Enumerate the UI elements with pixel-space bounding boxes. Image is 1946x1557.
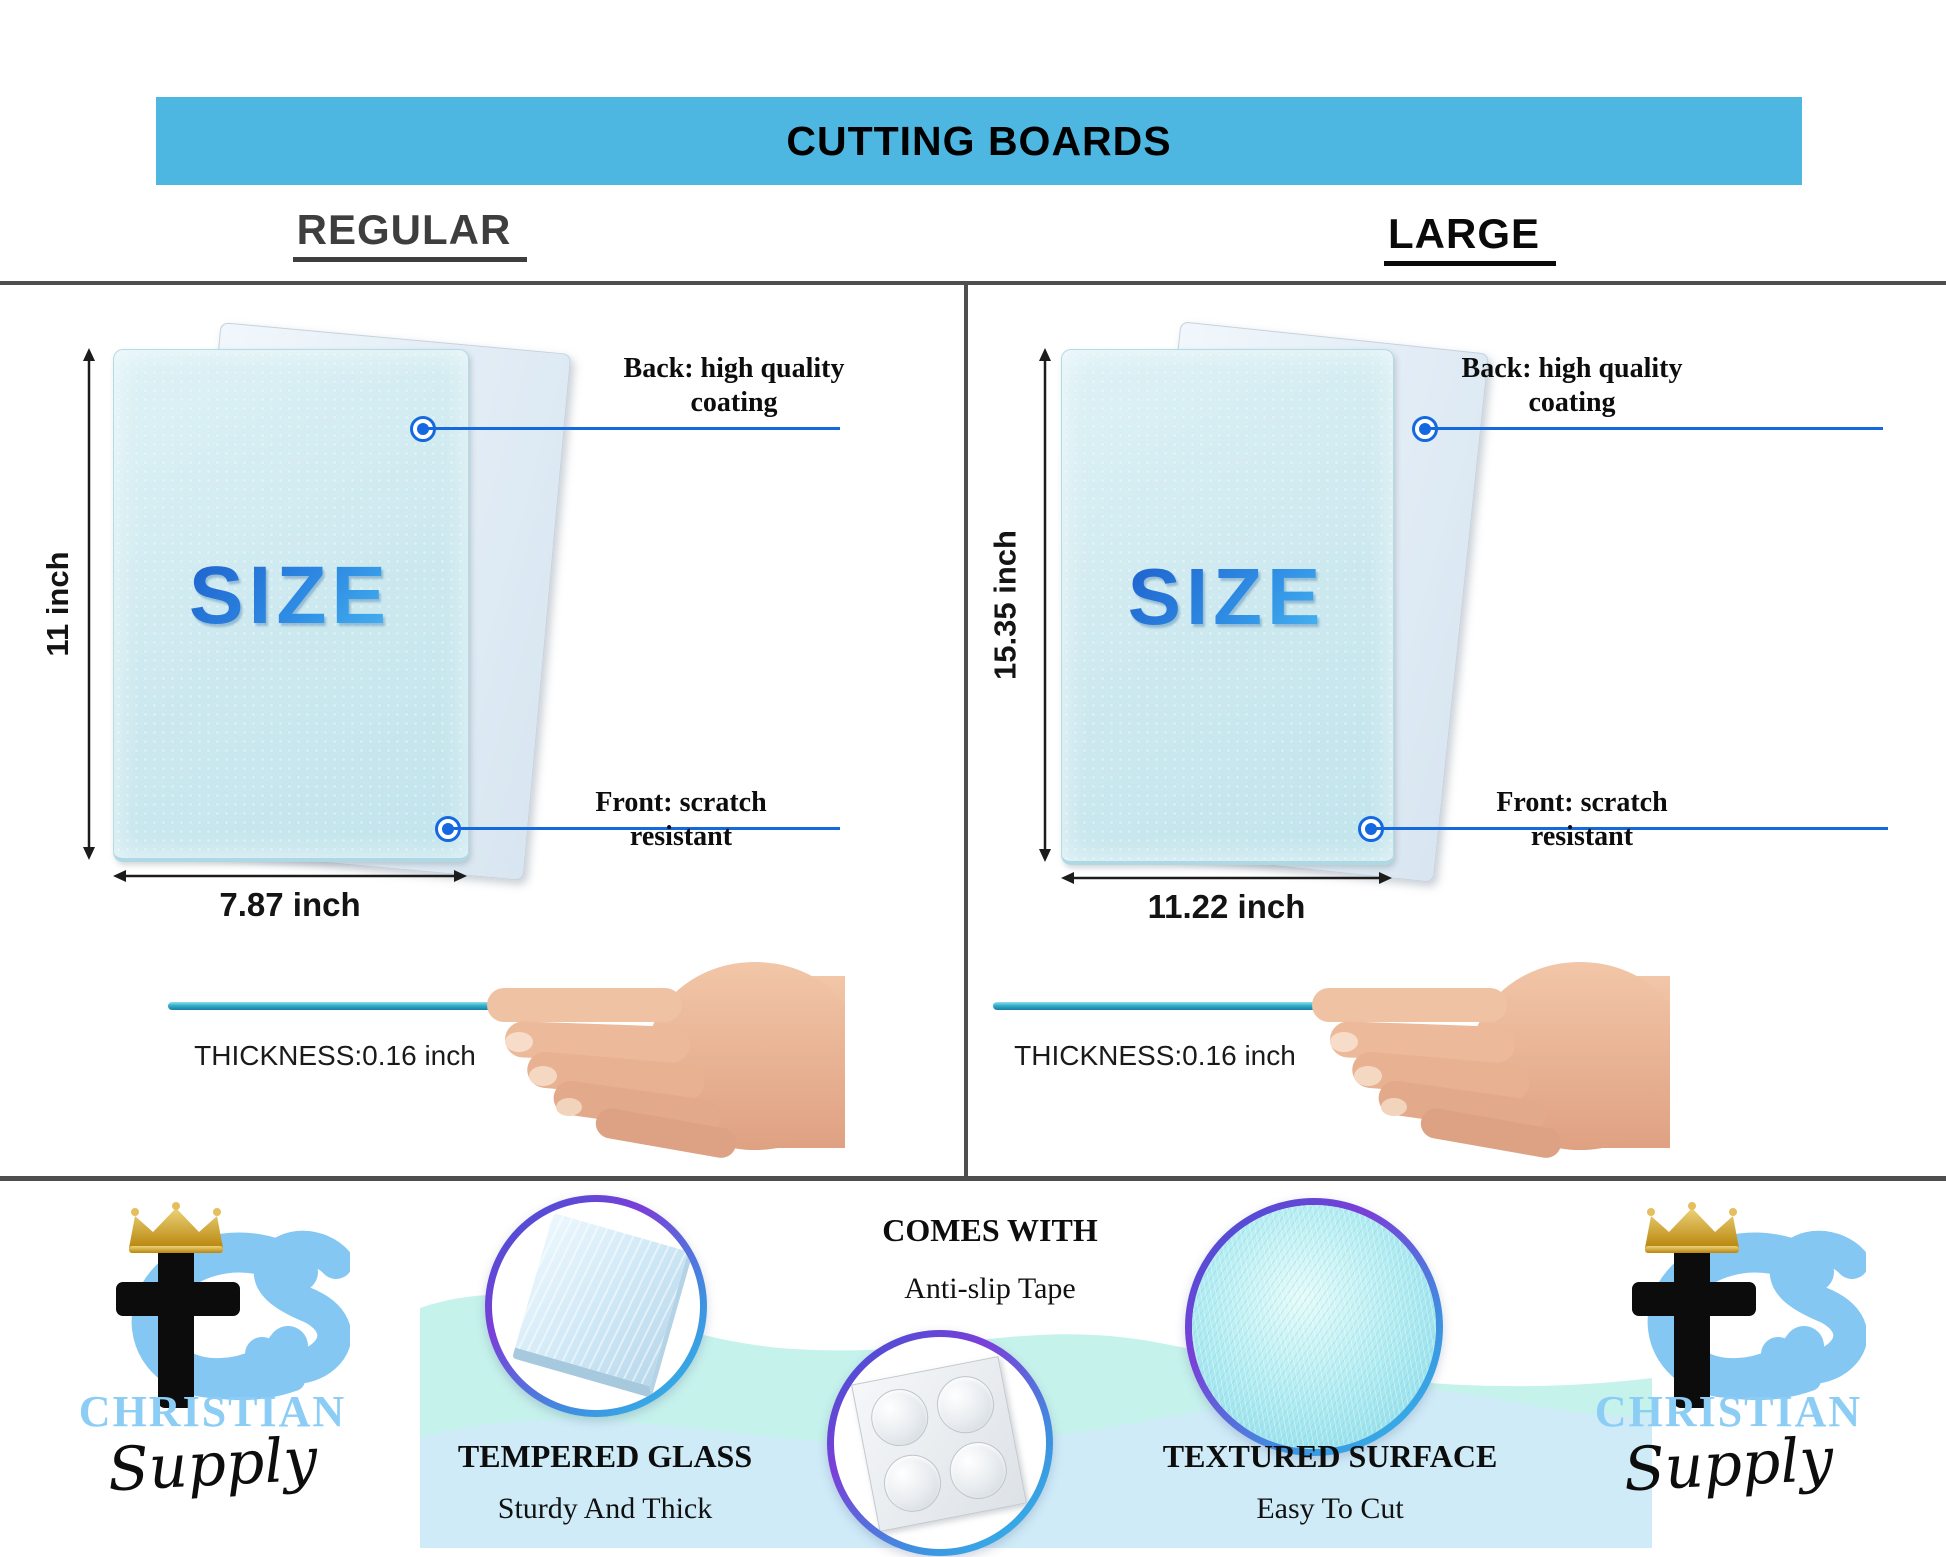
- cross-icon: [116, 1282, 240, 1316]
- anti-slip-pad: [944, 1437, 1012, 1504]
- textured-surface-image: [1185, 1198, 1443, 1456]
- cutting-board-front-large: [1061, 349, 1394, 865]
- width-arrow-large: [1061, 872, 1392, 884]
- back-callout-large: Back: high quality coating: [1461, 353, 1683, 418]
- crown-icon: [129, 1202, 223, 1253]
- textured-subtitle: Easy To Cut: [1256, 1492, 1404, 1525]
- thickness-label-large: THICKNESS:0.16 inch: [1014, 1040, 1296, 1071]
- cross-icon: [158, 1240, 194, 1408]
- cutting-board-front-regular: [113, 349, 469, 862]
- title-banner: CUTTING BOARDS: [156, 97, 1802, 185]
- texture-detail: [1192, 1205, 1436, 1449]
- back-callout-regular: Back: high quality coating: [623, 353, 845, 418]
- width-dim-large: 11.22 inch: [1147, 888, 1306, 925]
- callout-line: [423, 427, 840, 430]
- callout-line: [448, 827, 840, 830]
- hand-image: [1312, 962, 1670, 1158]
- cross-icon: [1674, 1240, 1710, 1408]
- board-edge-large: [993, 1002, 1353, 1010]
- height-arrow-large: [1039, 348, 1051, 862]
- callout-line: [1425, 427, 1883, 430]
- textured-title: TEXTURED SURFACE: [1162, 1438, 1498, 1474]
- brand-name: CHRISTIAN: [78, 1387, 347, 1436]
- anti-slip-pad: [866, 1384, 934, 1451]
- brand-logo: CHRISTIAN Supply: [1556, 1198, 1901, 1553]
- width-dim-regular: 7.87 inch: [219, 886, 361, 923]
- pad-sheet-image: [851, 1356, 1027, 1532]
- page-title: CUTTING BOARDS: [786, 117, 1172, 164]
- anti-slip-pad: [932, 1371, 999, 1439]
- divider-bottom: [0, 1176, 1946, 1181]
- tempered-title: TEMPERED GLASS: [457, 1438, 753, 1474]
- heading-large: LARGE: [1300, 210, 1640, 266]
- front-callout-large: Front: scratch resistant: [1496, 787, 1668, 852]
- comes-with-title: COMES WITH: [882, 1212, 1098, 1248]
- brand-logo: CHRISTIAN Supply: [40, 1198, 385, 1553]
- crown-icon: [1645, 1202, 1739, 1253]
- tempered-subtitle: Sturdy And Thick: [497, 1492, 713, 1525]
- height-arrow-regular: [83, 348, 95, 860]
- hand-image: [487, 962, 845, 1158]
- board-texture: [1062, 350, 1393, 861]
- size-label-regular: SIZE: [113, 549, 467, 643]
- board-texture: [114, 350, 468, 858]
- heading-regular: REGULAR: [240, 206, 580, 262]
- board-edge-regular: [168, 1002, 528, 1010]
- height-dim-large: 15.35 inch: [987, 530, 1023, 680]
- brand-name: CHRISTIAN: [1594, 1387, 1863, 1436]
- callout-line: [1371, 827, 1888, 830]
- width-arrow-regular: [113, 870, 467, 882]
- divider-vertical: [964, 281, 968, 1180]
- cross-icon: [1632, 1282, 1756, 1316]
- comes-with-subtitle: Anti-slip Tape: [904, 1272, 1076, 1305]
- glass-slab-image: [511, 1212, 694, 1399]
- size-label-large: SIZE: [1061, 551, 1392, 643]
- thickness-label-regular: THICKNESS:0.16 inch: [194, 1040, 476, 1071]
- front-callout-regular: Front: scratch resistant: [595, 787, 767, 852]
- anti-slip-pad: [879, 1449, 946, 1517]
- height-dim-regular: 11 inch: [40, 551, 75, 657]
- tempered-glass-image: [485, 1195, 707, 1417]
- anti-slip-tape-image: [827, 1330, 1053, 1556]
- divider-top: [0, 281, 1946, 285]
